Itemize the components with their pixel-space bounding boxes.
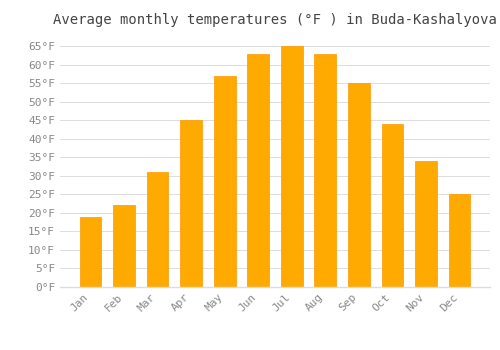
Bar [314,54,336,287]
Bar [382,124,404,287]
Bar [415,161,437,287]
Bar [281,46,302,287]
Bar [80,217,102,287]
Bar [113,205,135,287]
Bar [348,83,370,287]
Bar [248,54,269,287]
Bar [214,76,236,287]
Bar [448,194,470,287]
Bar [146,172,169,287]
Title: Average monthly temperatures (°F ) in Buda-Kashalyova: Average monthly temperatures (°F ) in Bu… [53,13,497,27]
Bar [180,120,202,287]
